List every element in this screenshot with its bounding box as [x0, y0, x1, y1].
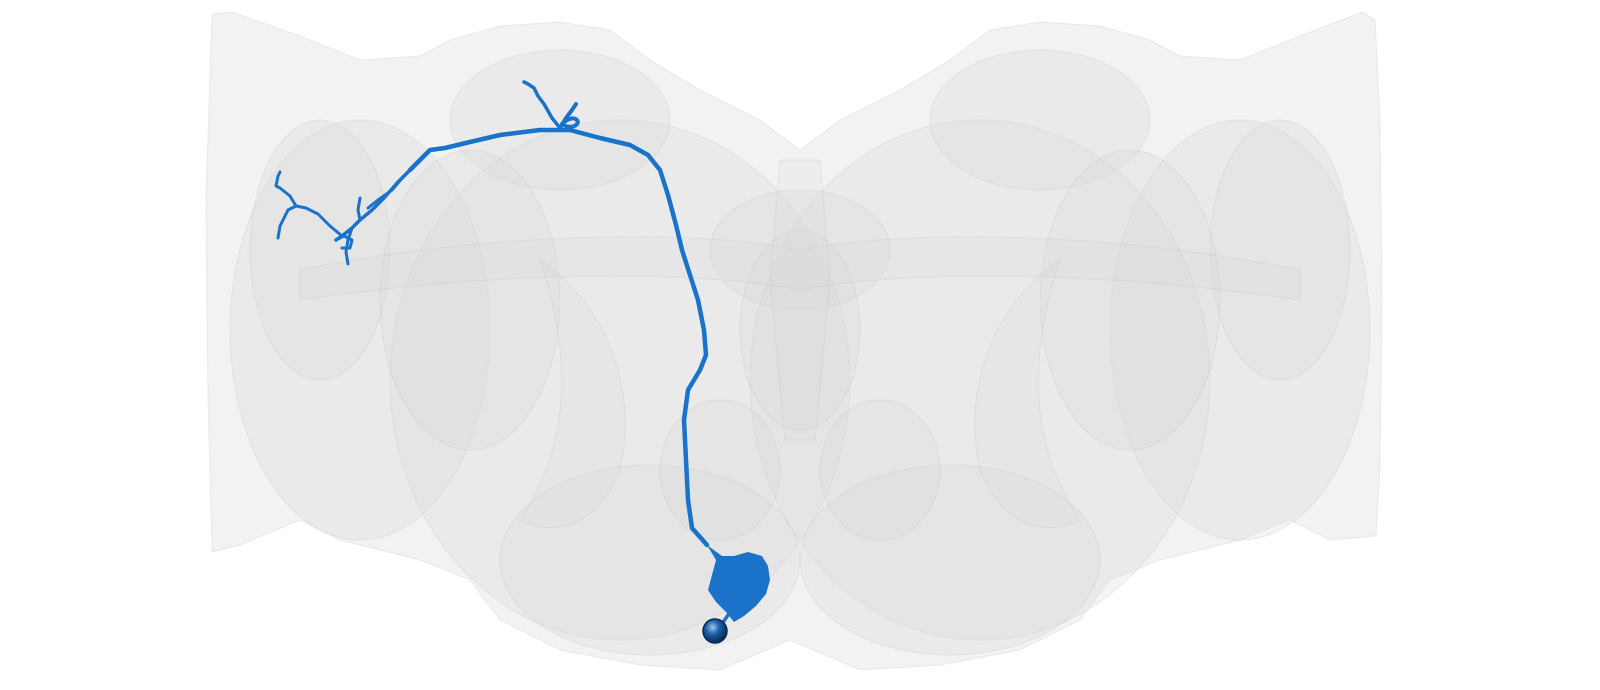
- neuron-skeleton: [274, 80, 770, 632]
- neuron-left-arbor-6: [274, 170, 298, 208]
- right-hemisphere: [749, 119, 1211, 641]
- neuron-left-arbor-5: [282, 204, 344, 238]
- midline-structure: [769, 159, 831, 441]
- left-hemisphere: [389, 119, 851, 641]
- brain-mesh: [205, 11, 1383, 671]
- right-lateral-horn: [1039, 149, 1221, 451]
- left-medulla: [249, 119, 391, 381]
- neuron-upper-knot: [560, 116, 580, 129]
- left-inner-fold: [519, 258, 626, 529]
- right-antennal-lobe: [819, 399, 941, 541]
- neuron-left-arbor-2: [366, 158, 422, 210]
- right-optic-lobe: [1109, 119, 1371, 541]
- brain-outer-shell: [205, 11, 1383, 671]
- right-medulla: [1209, 119, 1351, 381]
- neuron-left-arbor-7: [276, 216, 286, 240]
- left-lateral-horn: [379, 149, 561, 451]
- central-body: [739, 229, 861, 431]
- right-lower-lobe: [799, 464, 1101, 656]
- neuron-main-axon: [407, 127, 710, 548]
- left-calyx: [449, 49, 671, 191]
- neuron-upper-twig: [522, 80, 562, 130]
- horizontal-tract: [299, 236, 1301, 301]
- left-optic-lobe: [229, 119, 491, 541]
- neuron-left-arbor-4: [344, 226, 354, 266]
- central-complex: [709, 189, 891, 311]
- neuron-left-arbor-8: [334, 234, 354, 250]
- left-antennal-lobe: [659, 399, 781, 541]
- right-calyx: [929, 49, 1151, 191]
- neuron-soma: [702, 618, 728, 644]
- neuron-dendrite-tuft: [707, 545, 770, 622]
- neuron-left-arbor-3: [356, 196, 362, 222]
- right-inner-fold: [974, 258, 1081, 529]
